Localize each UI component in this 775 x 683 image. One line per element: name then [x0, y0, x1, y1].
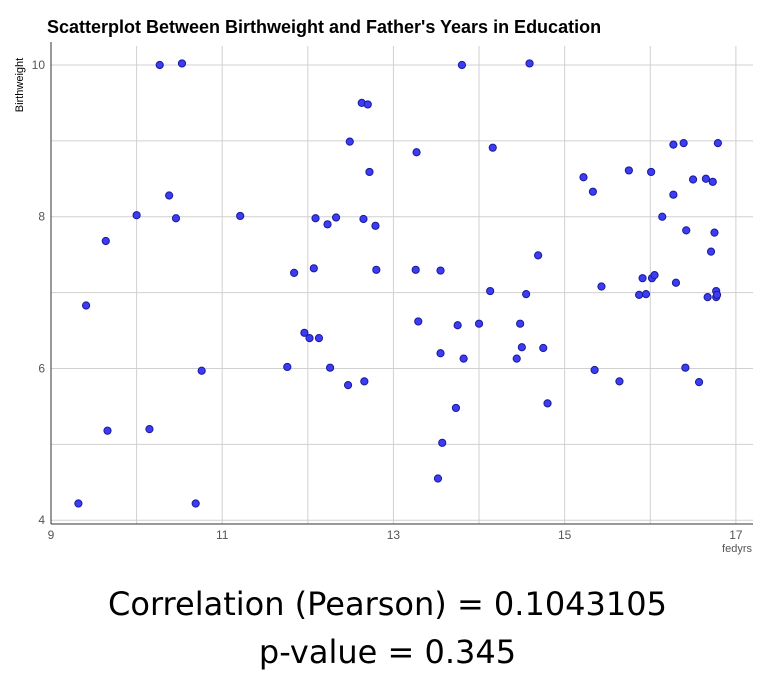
data-point	[453, 321, 462, 330]
data-point	[588, 187, 598, 196]
data-point	[82, 301, 91, 310]
data-point	[597, 282, 606, 291]
data-point	[658, 212, 667, 221]
data-point	[365, 167, 374, 177]
data-point	[305, 334, 314, 343]
data-point	[669, 140, 678, 149]
data-point	[671, 278, 681, 287]
data-point	[155, 60, 164, 70]
data-point	[688, 175, 698, 184]
data-point	[701, 174, 711, 183]
data-point	[681, 363, 690, 372]
data-point	[474, 319, 484, 328]
data-point	[359, 214, 368, 224]
x-tick-label: 11	[216, 528, 229, 542]
data-point	[624, 166, 633, 175]
data-point	[703, 293, 712, 302]
grid-lines	[50, 46, 753, 524]
data-point	[590, 365, 599, 375]
data-point	[331, 213, 341, 222]
data-point	[309, 264, 318, 273]
data-point	[165, 191, 174, 200]
data-point	[522, 290, 531, 299]
data-point	[197, 366, 206, 375]
data-point	[694, 378, 704, 387]
chart-title: Scatterplot Between Birthweight and Fath…	[47, 17, 602, 37]
y-tick-label: 6	[38, 361, 45, 375]
data-point	[412, 148, 421, 157]
data-point	[325, 363, 335, 372]
correlation-text: Correlation (Pearson) = 0.1043105	[108, 585, 667, 623]
data-point	[459, 354, 468, 363]
data-point	[706, 247, 716, 256]
data-point	[74, 499, 83, 508]
data-point	[708, 177, 717, 186]
data-point	[171, 214, 181, 223]
data-point	[300, 328, 309, 337]
data-point	[236, 211, 245, 221]
data-point	[371, 221, 380, 230]
data-point	[311, 214, 320, 223]
y-axis-label: Birthweight	[14, 58, 26, 112]
data-point	[457, 60, 467, 70]
data-point	[534, 251, 543, 260]
data-point	[682, 226, 691, 235]
data-point	[635, 290, 644, 299]
data-point	[363, 100, 372, 109]
data-point	[615, 377, 624, 386]
data-point	[283, 362, 292, 372]
data-point	[543, 399, 552, 408]
data-point	[710, 228, 719, 237]
data-point	[145, 425, 154, 434]
data-point	[411, 265, 420, 274]
data-point	[103, 426, 112, 435]
x-tick-label: 17	[729, 528, 743, 542]
data-point	[372, 265, 381, 274]
y-tick-label: 10	[32, 58, 46, 72]
x-tick-label: 15	[558, 528, 572, 542]
data-points	[74, 59, 723, 508]
data-point	[132, 211, 141, 220]
p-value-text: p-value = 0.345	[258, 633, 517, 671]
x-tick-label: 13	[387, 528, 401, 542]
data-point	[486, 286, 495, 296]
axes: 9 11 13 15 17 4 6 8 10	[32, 42, 753, 542]
data-point	[713, 139, 723, 148]
data-point	[712, 290, 722, 299]
data-point	[669, 190, 678, 199]
data-point	[650, 271, 659, 280]
data-point	[579, 173, 588, 182]
x-tick-label: 9	[48, 528, 55, 542]
scatter-plot: 9 11 13 15 17 4 6 8 10 Birthweight fedyrs	[14, 42, 753, 555]
data-point	[451, 403, 461, 413]
data-point	[433, 474, 443, 483]
data-point	[414, 317, 423, 326]
data-point	[343, 381, 353, 390]
data-point	[647, 167, 656, 177]
data-point	[488, 143, 497, 152]
data-point	[360, 377, 369, 386]
data-point	[512, 354, 521, 363]
data-point	[290, 268, 299, 277]
data-point	[323, 220, 332, 229]
data-point	[101, 236, 110, 246]
y-tick-label: 4	[38, 513, 45, 527]
x-axis-label: fedyrs	[722, 543, 752, 555]
data-point	[436, 266, 445, 275]
data-point	[516, 319, 525, 328]
data-point	[517, 343, 526, 352]
data-point	[314, 334, 324, 343]
data-point	[438, 438, 447, 447]
data-point	[191, 499, 200, 508]
data-point	[525, 59, 534, 68]
data-point	[638, 274, 647, 283]
data-point	[436, 349, 445, 358]
data-point	[539, 343, 548, 353]
data-point	[679, 139, 688, 148]
data-point	[345, 137, 354, 146]
data-point	[641, 290, 651, 299]
y-tick-label: 8	[38, 210, 45, 224]
data-point	[177, 59, 187, 68]
